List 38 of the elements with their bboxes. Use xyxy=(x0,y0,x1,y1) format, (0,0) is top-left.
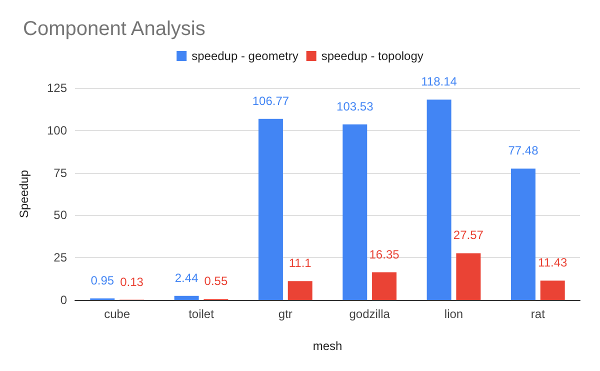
y-axis-title: Speedup xyxy=(17,170,31,218)
chart-title: Component Analysis xyxy=(23,18,206,40)
y-tick-label: 25 xyxy=(54,250,68,265)
y-tick-label: 100 xyxy=(46,123,68,138)
x-tick-label: gtr xyxy=(278,307,292,321)
x-tick-label: godzilla xyxy=(349,307,390,321)
bar xyxy=(426,100,452,300)
data-label: 106.77 xyxy=(252,94,290,108)
legend-label: speedup - topology xyxy=(321,49,424,63)
y-tick-label: 50 xyxy=(54,208,68,222)
y-tick-label: 0 xyxy=(60,293,68,307)
data-label: 27.57 xyxy=(453,228,484,242)
data-label: 103.53 xyxy=(336,99,374,114)
bar xyxy=(456,253,481,300)
bar xyxy=(372,272,397,300)
data-label: 11.43 xyxy=(538,256,568,270)
bar xyxy=(342,124,368,300)
data-label: 0.55 xyxy=(204,274,228,288)
y-tick-label: 75 xyxy=(54,166,68,180)
data-label: 16.35 xyxy=(369,247,400,262)
x-tick-label: lion xyxy=(444,307,464,321)
data-label: 0.95 xyxy=(90,273,114,288)
bar xyxy=(174,296,199,300)
legend-label: speedup - geometry xyxy=(192,49,298,63)
data-label: 118.14 xyxy=(421,74,458,89)
bar xyxy=(510,168,536,300)
x-tick-label: rat xyxy=(530,307,546,321)
bar xyxy=(258,118,283,300)
bar xyxy=(540,280,565,300)
data-label: 0.13 xyxy=(120,274,144,289)
x-axis-title: mesh xyxy=(312,339,342,353)
x-tick-label: toilet xyxy=(188,307,215,321)
data-label: 2.44 xyxy=(174,270,199,285)
data-label: 11.1 xyxy=(288,256,312,270)
y-tick-label: 125 xyxy=(46,81,68,95)
x-tick-label: cube xyxy=(104,307,130,321)
data-label: 77.48 xyxy=(508,144,539,158)
bar xyxy=(288,281,312,300)
